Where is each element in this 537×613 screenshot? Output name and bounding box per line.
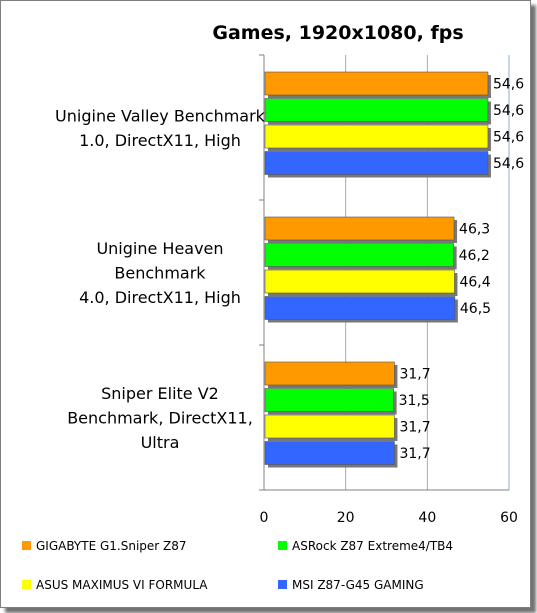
bar — [264, 441, 395, 465]
legend: GIGABYTE G1.Sniper Z87 ASRock Z87 Extreme… — [22, 539, 453, 592]
value-label: 46,5 — [460, 301, 491, 317]
category-label: 1.0, DirectX11, High — [79, 131, 241, 150]
bar — [264, 243, 454, 267]
value-label: 46,2 — [459, 248, 490, 264]
x-tick-label: 20 — [337, 510, 355, 526]
bar — [264, 151, 489, 175]
value-label: 54,6 — [493, 156, 524, 172]
value-label: 54,6 — [493, 103, 524, 119]
bar — [264, 414, 395, 439]
category-label: Benchmark — [114, 264, 206, 283]
legend-label: MSI Z87-G45 GAMING — [292, 578, 424, 592]
bars — [264, 71, 491, 468]
x-tick-label: 40 — [418, 510, 436, 526]
value-label: 31,7 — [399, 367, 430, 383]
category-label: Sniper Elite V2 — [101, 384, 219, 403]
x-tick-label: 0 — [260, 510, 269, 526]
value-label: 31,5 — [399, 393, 430, 409]
legend-label: ASUS MAXIMUS VI FORMULA — [36, 578, 208, 592]
category-labels: Unigine Valley Benchmark 1.0, DirectX11, … — [55, 106, 266, 452]
value-label: 46,3 — [459, 222, 490, 238]
bar — [264, 361, 395, 386]
bar — [264, 296, 456, 320]
x-tick-labels: 0 20 40 60 — [260, 510, 518, 526]
bar — [264, 269, 455, 294]
x-tick-label: 60 — [500, 510, 518, 526]
value-labels: 54,6 54,6 54,6 54,6 46,3 46,2 46,4 46,5 31,7 31,5… — [399, 77, 525, 463]
category-label: Ultra — [141, 433, 180, 452]
category-label: 4.0, DirectX11, High — [79, 288, 241, 307]
legend-swatch — [278, 580, 287, 589]
legend-swatch — [278, 541, 287, 550]
value-label: 31,7 — [399, 446, 430, 462]
bar — [264, 124, 489, 149]
category-label: Unigine Valley Benchmark — [55, 106, 266, 125]
chart-title: Games, 1920x1080, fps — [212, 22, 463, 44]
legend-label: ASRock Z87 Extreme4/TB4 — [292, 539, 453, 553]
legend-label: GIGABYTE G1.Sniper Z87 — [36, 539, 187, 553]
value-label: 54,6 — [493, 77, 524, 93]
bar — [264, 71, 489, 96]
value-label: 54,6 — [493, 130, 524, 146]
category-label: Benchmark, DirectX11, — [67, 409, 253, 428]
value-label: 31,7 — [399, 420, 430, 436]
bar — [264, 388, 394, 412]
category-label: Unigine Heaven — [96, 239, 223, 258]
bar — [264, 216, 455, 241]
bar — [264, 98, 489, 122]
axes — [259, 54, 509, 491]
value-label: 46,4 — [459, 275, 490, 291]
legend-swatch — [22, 580, 31, 589]
legend-swatch — [22, 541, 31, 550]
